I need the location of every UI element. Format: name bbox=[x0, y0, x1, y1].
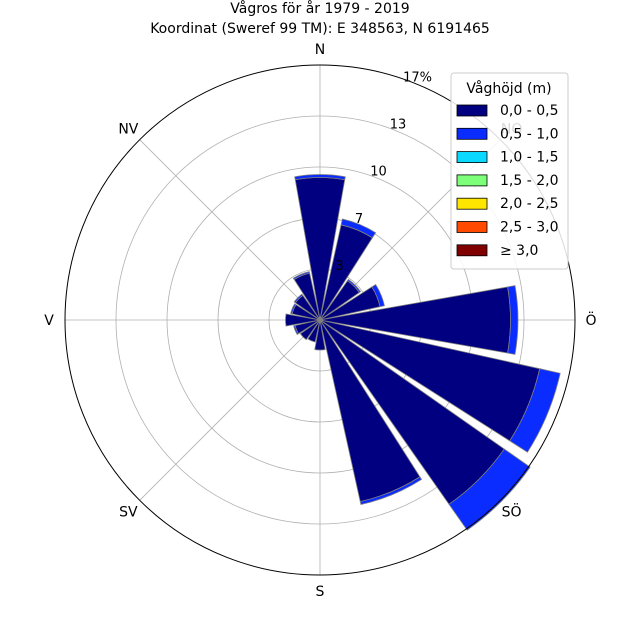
direction-label-N: N bbox=[315, 42, 325, 58]
legend-swatch-1 bbox=[456, 127, 488, 140]
sector-bar-1-bin-1 bbox=[340, 218, 377, 239]
legend-label-0: 0,0 - 0,5 bbox=[500, 103, 558, 119]
legend-entries: 0,0 - 0,5 0,5 - 1,0 1,0 - 1,5 1,5 - 2,0 2,0 … bbox=[456, 103, 558, 259]
legend: Våghöjd (m) 0,0 - 0,5 0,5 - 1,0 1,0 - 1,5 1… bbox=[450, 72, 569, 270]
legend-label-3: 1,5 - 2,0 bbox=[500, 173, 558, 189]
direction-label-S: S bbox=[316, 584, 325, 600]
radial-tick-labels: 3 7 10 13 17% bbox=[335, 70, 432, 273]
legend-box bbox=[450, 72, 569, 270]
direction-label-V: V bbox=[44, 313, 54, 329]
legend-label-2: 1,0 - 1,5 bbox=[500, 150, 558, 166]
legend-swatch-2 bbox=[456, 151, 488, 164]
radial-tick-0: 3 bbox=[335, 259, 343, 274]
sector-bar-0-bin-1 bbox=[294, 174, 346, 181]
direction-label-NV: NV bbox=[118, 121, 138, 137]
legend-swatch-0 bbox=[456, 104, 488, 117]
radial-tick-3: 13 bbox=[390, 118, 407, 133]
direction-label-Ö: Ö bbox=[585, 311, 596, 329]
grid-spoke-5 bbox=[139, 319, 321, 501]
sector-bar-7-bin-1 bbox=[359, 476, 423, 505]
legend-title: Våghöjd (m) bbox=[466, 80, 551, 97]
sector-bar-4-bin-1 bbox=[507, 285, 519, 355]
legend-label-6: ≥ 3,0 bbox=[500, 243, 538, 259]
legend-swatch-5 bbox=[456, 221, 488, 233]
sector-bar-3-bin-1 bbox=[371, 283, 385, 308]
chart-subtitle: Koordinat (Sweref 99 TM): E 348563, N 61… bbox=[150, 21, 490, 37]
sector-bars bbox=[285, 174, 561, 531]
direction-label-SÖ: SÖ bbox=[502, 503, 522, 521]
legend-swatch-4 bbox=[456, 197, 488, 210]
sector-bar-8-bin-0 bbox=[314, 319, 326, 351]
sector-bar-10-bin-0 bbox=[299, 319, 321, 341]
sector-bar-9-bin-0 bbox=[307, 319, 321, 343]
sector-bar-13-bin-1 bbox=[290, 303, 297, 315]
sector-bar-12-bin-0 bbox=[285, 313, 321, 327]
sector-bar-14-bin-1 bbox=[293, 293, 304, 304]
radial-tick-1: 7 bbox=[355, 212, 363, 227]
sector-bar-11-bin-1 bbox=[293, 325, 300, 336]
radial-tick-2: 10 bbox=[370, 165, 387, 180]
grid-spoke-7 bbox=[139, 139, 321, 321]
chart-title: Vågros för år 1979 - 2019 bbox=[230, 0, 409, 17]
legend-label-4: 2,0 - 2,5 bbox=[500, 196, 558, 212]
legend-swatch-6 bbox=[456, 244, 488, 257]
legend-label-5: 2,5 - 3,0 bbox=[500, 220, 558, 236]
sector-bar-15-bin-1 bbox=[292, 271, 311, 281]
sector-bar-6-bin-1 bbox=[448, 448, 531, 531]
sector-bar-5-bin-1 bbox=[509, 368, 561, 453]
sector-bar-2-bin-1 bbox=[346, 278, 362, 294]
legend-swatch-3 bbox=[456, 174, 488, 187]
direction-label-SV: SV bbox=[119, 505, 138, 521]
radial-tick-4: 17% bbox=[403, 70, 432, 85]
legend-label-1: 0,5 - 1,0 bbox=[500, 126, 558, 142]
outer-circle bbox=[64, 64, 576, 576]
